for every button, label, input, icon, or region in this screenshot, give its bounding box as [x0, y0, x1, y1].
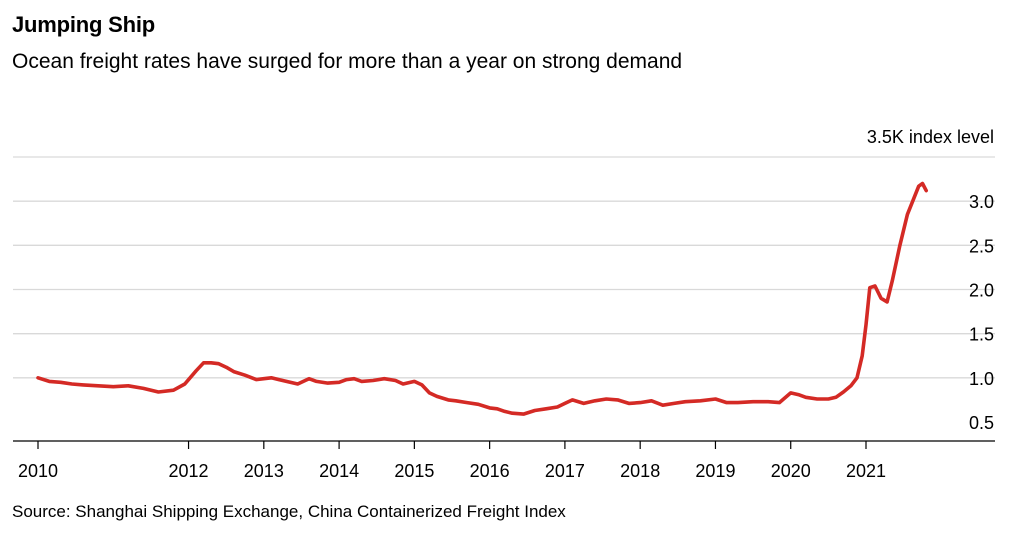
x-tick-label: 2012	[169, 461, 209, 481]
x-tick-label: 2019	[695, 461, 735, 481]
y-tick-label: 0.5	[969, 413, 994, 433]
x-tick-label: 2018	[620, 461, 660, 481]
x-tick-label: 2013	[244, 461, 284, 481]
source-note: Source: Shanghai Shipping Exchange, Chin…	[12, 502, 566, 521]
x-tick-label: 2014	[319, 461, 359, 481]
chart-subtitle: Ocean freight rates have surged for more…	[12, 50, 683, 73]
x-tick-label: 2020	[771, 461, 811, 481]
y-tick-label: 2.5	[969, 236, 994, 256]
x-tick-label: 2017	[545, 461, 585, 481]
series-layer	[36, 181, 928, 416]
x-tick-label: 2016	[470, 461, 510, 481]
chart-title: Jumping Ship	[12, 12, 156, 37]
x-tick-label: 2021	[846, 461, 886, 481]
y-tick-label: 1.5	[969, 325, 994, 345]
x-tick-label: 2010	[18, 461, 58, 481]
y-tick-label: 3.5K index level	[867, 127, 994, 147]
x-tick-label: 2015	[394, 461, 434, 481]
x-axis: 2010 2012 2013 2014 2015 2016 2017 2018 2019 2020…	[13, 440, 995, 481]
y-tick-label: 2.0	[969, 281, 994, 301]
series-line	[36, 181, 928, 416]
y-tick-label: 3.0	[969, 192, 994, 212]
y-tick-label: 1.0	[969, 369, 994, 389]
y-axis: 0.5 1.0 1.5 2.0 2.5 3.0 3.5K index level	[867, 127, 994, 433]
grid-lines	[13, 156, 995, 379]
